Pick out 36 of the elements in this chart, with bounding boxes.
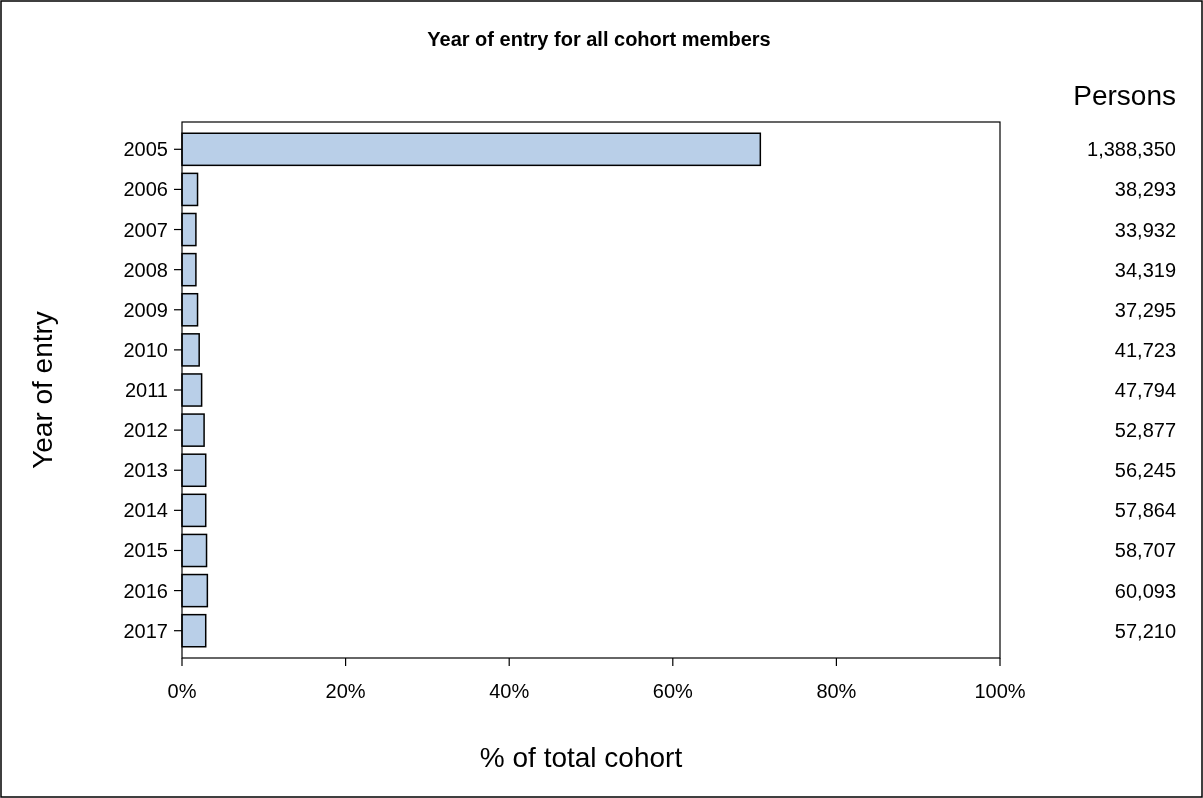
text: 57,210	[1114, 619, 1176, 642]
text: 33,932	[1114, 218, 1176, 241]
y-tick-label: 2012	[123, 419, 168, 442]
text: 1,388,350	[1087, 138, 1176, 161]
text: 34,319	[1114, 258, 1176, 281]
y-tick-label: 2010	[123, 338, 168, 361]
x-tick-label: 0%	[167, 680, 197, 702]
y-tick-label: 2016	[123, 579, 168, 602]
chart-title: Year of entry for all cohort members	[427, 28, 771, 50]
text: 37,295	[1114, 298, 1176, 321]
y-tick-label: 2006	[123, 178, 168, 201]
text: 56,245	[1114, 459, 1176, 482]
text: 47,794	[1114, 379, 1176, 401]
x-tick-label: 60%	[652, 680, 694, 702]
text: 58,707	[1114, 539, 1176, 562]
text: 38,293	[1114, 178, 1176, 201]
y-tick-label: 2013	[123, 459, 168, 482]
y-axis-title: Year of entry	[27, 311, 58, 469]
text: 41,723	[1114, 338, 1176, 361]
x-tick-label: 100%	[974, 680, 1026, 702]
y-tick-label: 2009	[123, 298, 168, 321]
y-tick-label: 2015	[123, 539, 168, 562]
y-tick-label: 2007	[123, 218, 168, 241]
y-tick-label: 2017	[123, 619, 168, 642]
y-tick-label: 2011	[124, 379, 168, 401]
text: 57,864	[1114, 499, 1176, 522]
y2-axis-title: Persons	[1073, 80, 1176, 111]
x-tick-label: 40%	[489, 680, 530, 702]
text: 52,877	[1114, 419, 1176, 442]
y-tick-label: 2005	[123, 138, 168, 161]
y-tick-label: 2014	[123, 499, 168, 522]
text: 60,093	[1114, 579, 1176, 602]
x-tick-label: 80%	[816, 680, 857, 702]
x-tick-label: 20%	[325, 680, 366, 702]
x-axis-title: % of total cohort	[479, 742, 683, 773]
y-tick-label: 2008	[123, 258, 168, 281]
